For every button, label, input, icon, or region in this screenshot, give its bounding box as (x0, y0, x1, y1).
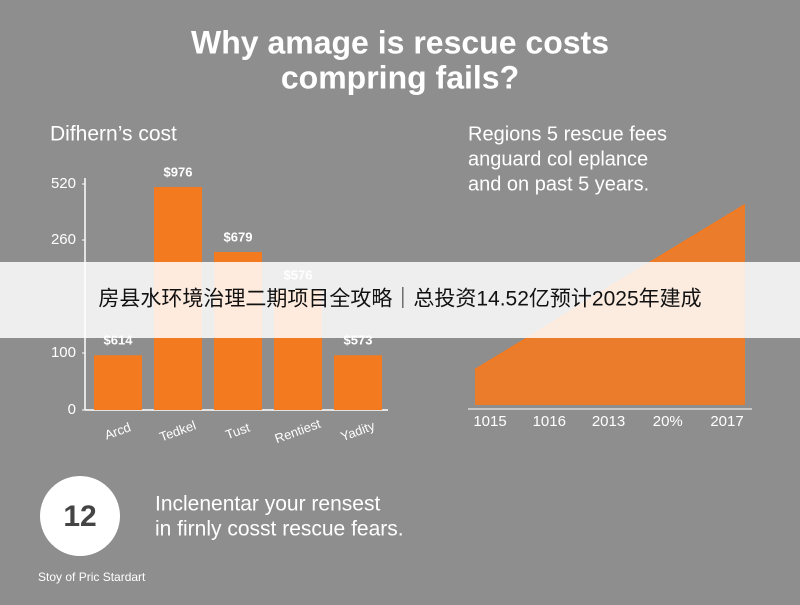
y-tick-label: 520 (51, 175, 76, 192)
x-tick-label: 2017 (710, 413, 743, 430)
x-tick-label: 1015 (473, 413, 506, 430)
banner (0, 262, 800, 338)
bar (334, 355, 382, 410)
y-tick-label: 0 (68, 401, 76, 418)
bar-annotation: $679 (224, 229, 253, 244)
y-tick-label: 100 (51, 344, 76, 361)
x-tick-label: 20% (653, 413, 683, 430)
footer: Stoy of Pric Stardart (38, 570, 146, 584)
chart-title: and on past 5 years. (468, 173, 649, 195)
chart-title: Difhern’s cost (50, 123, 177, 146)
callout-number: 12 (63, 500, 96, 533)
callout-text: Inclenentar your rensest (155, 493, 380, 516)
x-tick-label: Rentiest (273, 416, 323, 447)
title-line: compring fails? (281, 59, 519, 95)
x-tick-label: Tust (223, 420, 252, 443)
x-tick-label: Tedkel (157, 417, 198, 444)
chart-title: Regions 5 rescue fees (468, 123, 667, 145)
banner-text: 房县水环境治理二期项目全攻略｜总投资14.52亿预计2025年建成 (98, 288, 701, 311)
callout-text: in firnly cosst rescue fears. (155, 518, 404, 541)
x-tick-label: 1016 (533, 413, 566, 430)
bar (94, 355, 142, 410)
x-tick-label: Yadity (339, 418, 378, 444)
x-tick-label: 2013 (592, 413, 625, 430)
callout-circle (40, 476, 120, 556)
chart-title: anguard col eplance (468, 148, 648, 170)
x-tick-label: Arcd (103, 419, 133, 442)
title-line: Why amage is rescue costs (191, 24, 609, 60)
y-tick-label: 260 (51, 231, 76, 248)
bar-annotation: $976 (164, 164, 193, 179)
